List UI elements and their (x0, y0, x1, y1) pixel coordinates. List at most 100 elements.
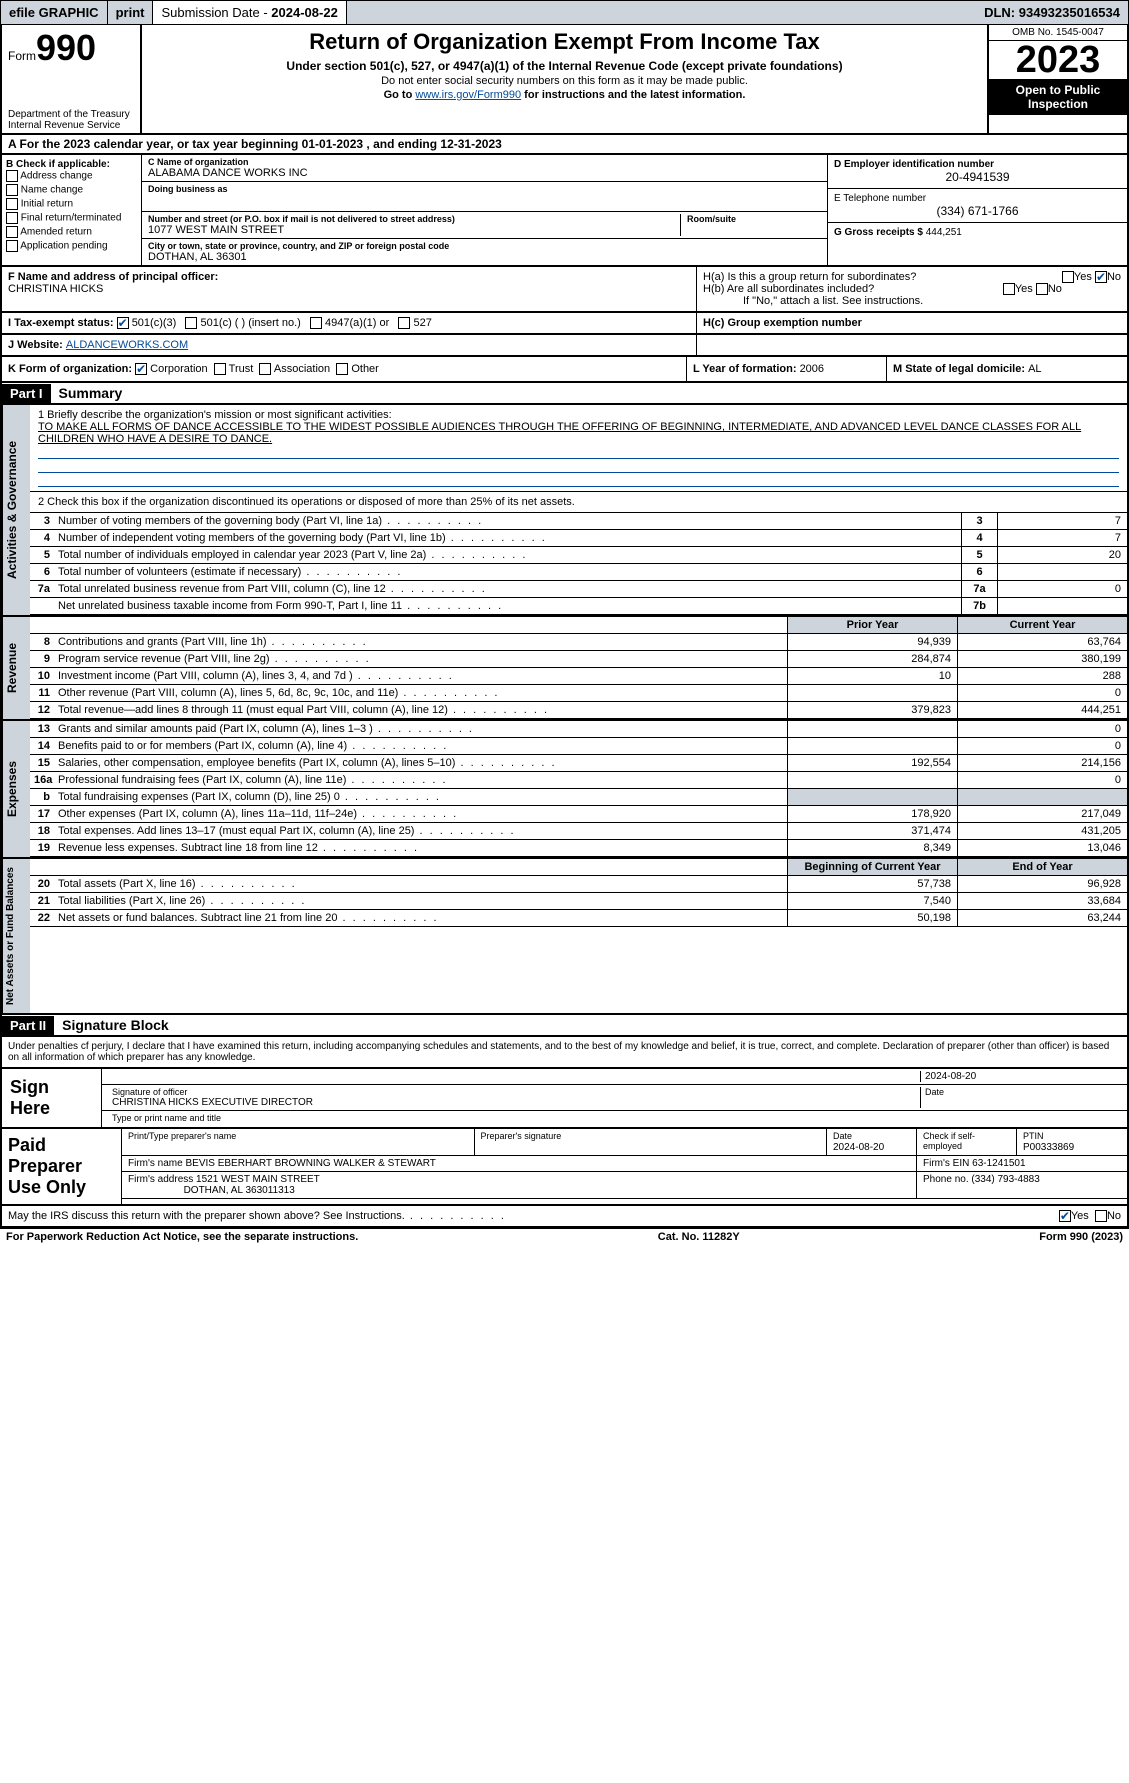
part-2-header: Part II Signature Block (0, 1015, 1129, 1037)
firm-ein: 63-1241501 (972, 1158, 1025, 1169)
form-org-label: K Form of organization: (8, 363, 132, 375)
line2-text: 2 Check this box if the organization dis… (38, 496, 575, 508)
summary-line: 4Number of independent voting members of… (30, 530, 1127, 547)
city-label: City or town, state or province, country… (148, 241, 821, 251)
hc-label: H(c) Group exemption number (703, 317, 862, 329)
print-button[interactable]: print (108, 1, 154, 24)
tax-year: 2023 (989, 41, 1127, 79)
net-header: Beginning of Current Year End of Year (30, 859, 1127, 876)
year-formed-label: L Year of formation: (693, 363, 800, 375)
row-i-hc: I Tax-exempt status: 501(c)(3) 501(c) ( … (0, 313, 1129, 335)
chk-4947[interactable] (310, 317, 322, 329)
chk-assoc[interactable] (259, 363, 271, 375)
chk-501c3[interactable] (117, 317, 129, 329)
row-a: A For the 2023 calendar year, or tax yea… (0, 135, 1129, 155)
two-col-line: 19Revenue less expenses. Subtract line 1… (30, 840, 1127, 857)
chk-name[interactable]: Name change (6, 184, 137, 196)
form-title: Return of Organization Exempt From Incom… (146, 29, 983, 55)
chk-amended[interactable]: Amended return (6, 226, 137, 238)
firm-addr-label: Firm's address (128, 1174, 196, 1185)
name-label: C Name of organization (148, 157, 821, 167)
discuss-yes-chk[interactable] (1059, 1210, 1071, 1222)
discuss-text: May the IRS discuss this return with the… (8, 1210, 506, 1222)
discuss-yes: Yes (1071, 1210, 1089, 1222)
chk-trust[interactable] (214, 363, 226, 375)
two-col-line: 18Total expenses. Add lines 13–17 (must … (30, 823, 1127, 840)
sig-officer-label: Signature of officer (112, 1087, 916, 1097)
ha-yes: Yes (1074, 271, 1092, 283)
chk-final[interactable]: Final return/terminated (6, 212, 137, 224)
chk-501c[interactable] (185, 317, 197, 329)
efile-label: efile GRAPHIC (1, 1, 108, 24)
col-end: End of Year (957, 859, 1127, 875)
side-netassets: Net Assets or Fund Balances (2, 859, 30, 1013)
two-col-line: bTotal fundraising expenses (Part IX, co… (30, 789, 1127, 806)
summary-line: 3Number of voting members of the governi… (30, 513, 1127, 530)
two-col-line: 22Net assets or fund balances. Subtract … (30, 910, 1127, 927)
opt-amended: Amended return (20, 227, 92, 238)
note-ssn: Do not enter social security numbers on … (146, 75, 983, 87)
box-c: C Name of organization ALABAMA DANCE WOR… (142, 155, 827, 265)
chk-corp[interactable] (135, 363, 147, 375)
mission-text: TO MAKE ALL FORMS OF DANCE ACCESSIBLE TO… (38, 421, 1119, 445)
officer-name: CHRISTINA HICKS (8, 283, 690, 295)
form-number: 990 (36, 27, 96, 68)
two-col-line: 12Total revenue—add lines 8 through 11 (… (30, 702, 1127, 719)
two-col-line: 9Program service revenue (Part VIII, lin… (30, 651, 1127, 668)
discuss-no-chk[interactable] (1095, 1210, 1107, 1222)
two-col-line: 21Total liabilities (Part X, line 26)7,5… (30, 893, 1127, 910)
website-link[interactable]: ALDANCEWORKS.COM (66, 339, 188, 351)
paid-preparer-block: Paid Preparer Use Only Print/Type prepar… (0, 1129, 1129, 1206)
ptin-label: PTIN (1023, 1131, 1044, 1141)
hb-text: H(b) Are all subordinates included? (703, 283, 874, 295)
chk-initial[interactable]: Initial return (6, 198, 137, 210)
date-label: Date (921, 1087, 1121, 1108)
box-i: I Tax-exempt status: 501(c)(3) 501(c) ( … (2, 313, 697, 333)
side-governance: Activities & Governance (2, 405, 30, 615)
submission-date: Submission Date - 2024-08-22 (153, 1, 346, 24)
firm-name: BEVIS EBERHART BROWNING WALKER & STEWART (185, 1158, 435, 1169)
line-2: 2 Check this box if the organization dis… (30, 492, 1127, 513)
footer-form: Form 990 (2023) (1039, 1231, 1123, 1243)
ein-label: D Employer identification number (834, 159, 1121, 170)
topbar: efile GRAPHIC print Submission Date - 20… (0, 0, 1129, 25)
chk-other[interactable] (336, 363, 348, 375)
firm-ein-label: Firm's EIN (923, 1158, 972, 1169)
part-2-label: Part II (2, 1016, 54, 1035)
ein-value: 20-4941539 (834, 170, 1121, 184)
sig-date: 2024-08-20 (925, 1071, 976, 1082)
city-value: DOTHAN, AL 36301 (148, 251, 821, 263)
irs-link[interactable]: www.irs.gov/Form990 (415, 89, 521, 101)
chk-pending[interactable]: Application pending (6, 240, 137, 252)
hb-no: No (1048, 283, 1062, 295)
col-current: Current Year (957, 617, 1127, 633)
submission-label: Submission Date - (161, 5, 271, 20)
two-col-line: 16aProfessional fundraising fees (Part I… (30, 772, 1127, 789)
part-1-title: Summary (51, 383, 131, 403)
row-a-prefix: A For the 2023 calendar year, or tax yea… (8, 137, 302, 151)
box-b-label: B Check if applicable: (6, 159, 137, 170)
street-value: 1077 WEST MAIN STREET (148, 224, 680, 236)
opt-trust: Trust (229, 363, 254, 375)
boxes-d-e-g: D Employer identification number 20-4941… (827, 155, 1127, 265)
prep-date: 2024-08-20 (833, 1142, 884, 1153)
opt-501c: 501(c) ( ) (insert no.) (201, 317, 301, 329)
sign-here-label: Sign Here (2, 1069, 102, 1127)
gross-label: G Gross receipts $ (834, 227, 926, 238)
form-prefix: Form (8, 49, 36, 63)
summary-line: 5Total number of individuals employed in… (30, 547, 1127, 564)
firm-addr: 1521 WEST MAIN STREET (196, 1174, 320, 1185)
side-revenue: Revenue (2, 617, 30, 719)
chk-address[interactable]: Address change (6, 170, 137, 182)
summary-line: 6Total number of volunteers (estimate if… (30, 564, 1127, 581)
expenses-section: Expenses 13Grants and similar amounts pa… (0, 721, 1129, 859)
year-formed: 2006 (800, 363, 824, 375)
netassets-section: Net Assets or Fund Balances Beginning of… (0, 859, 1129, 1015)
sign-here-block: Sign Here 2024-08-20 Signature of office… (0, 1069, 1129, 1129)
year-begin: 01-01-2023 (302, 137, 363, 151)
chk-527[interactable] (398, 317, 410, 329)
h-a: H(a) Is this a group return for subordin… (703, 271, 1121, 283)
part-2-title: Signature Block (54, 1015, 177, 1035)
two-col-line: 11Other revenue (Part VIII, column (A), … (30, 685, 1127, 702)
opt-501c3: 501(c)(3) (132, 317, 177, 329)
